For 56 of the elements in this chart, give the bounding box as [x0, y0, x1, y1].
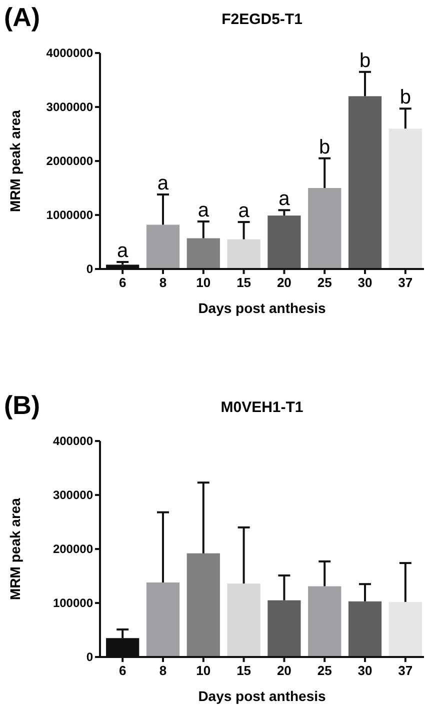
- annotation: a: [238, 200, 250, 222]
- annotation: a: [117, 240, 130, 262]
- bar: [186, 553, 220, 657]
- y-tick-label: 2000000: [46, 154, 94, 168]
- x-tick-label: 37: [398, 663, 413, 678]
- x-tick-label: 15: [236, 663, 252, 678]
- x-tick-label: 8: [159, 275, 167, 290]
- y-tick-label: 0: [86, 650, 94, 664]
- y-tick-label: 200000: [52, 542, 94, 556]
- bar: [388, 602, 422, 657]
- bar: [388, 128, 422, 269]
- x-tick-label: 25: [317, 663, 332, 678]
- annotation: a: [198, 199, 210, 222]
- bar: [348, 96, 382, 269]
- x-tick-label: 25: [317, 275, 332, 290]
- annotation: b: [319, 136, 330, 158]
- bar: [268, 600, 301, 657]
- y-tick-label: 1000000: [46, 208, 94, 222]
- y-tick-label: 300000: [52, 488, 94, 502]
- bar: [146, 582, 180, 657]
- x-tick-label: 6: [118, 275, 126, 290]
- bar: [227, 584, 260, 657]
- x-tick-label: 6: [118, 663, 126, 678]
- x-tick-label: 10: [196, 663, 211, 678]
- chart-title: M0VEH1-T1: [220, 399, 304, 416]
- x-axis-title: Days post anthesis: [198, 688, 326, 704]
- annotation: a: [278, 188, 291, 210]
- y-axis-title: MRM peak area: [7, 498, 23, 600]
- x-tick-label: 20: [276, 275, 292, 290]
- y-tick-label: 0: [86, 262, 94, 276]
- text: (A): [4, 2, 40, 32]
- text: (B): [4, 390, 40, 420]
- bar: [268, 216, 301, 269]
- bar: [348, 601, 382, 657]
- x-tick-label: 30: [358, 275, 372, 290]
- y-axis-title: MRM peak area: [7, 110, 23, 212]
- x-tick-label: 30: [358, 663, 372, 678]
- bar: [186, 238, 220, 269]
- annotation: a: [157, 172, 170, 194]
- chart-title: F2EGD5-T1: [222, 11, 302, 28]
- x-axis-title: Days post anthesis: [198, 300, 326, 316]
- y-tick-label: 100000: [52, 596, 94, 610]
- bar: [146, 224, 180, 269]
- bar: [308, 586, 342, 657]
- y-tick-label: 3000000: [46, 100, 94, 114]
- x-tick-label: 15: [236, 275, 252, 290]
- x-tick-label: 10: [196, 275, 211, 290]
- annotation: b: [400, 86, 411, 109]
- x-tick-label: 20: [276, 663, 292, 678]
- y-tick-label: 400000: [52, 434, 94, 448]
- annotation: b: [359, 50, 371, 72]
- bar: [308, 188, 342, 269]
- x-tick-label: 37: [398, 275, 413, 290]
- bar: [227, 239, 260, 269]
- x-tick-label: 8: [159, 663, 167, 678]
- y-tick-label: 4000000: [46, 46, 94, 60]
